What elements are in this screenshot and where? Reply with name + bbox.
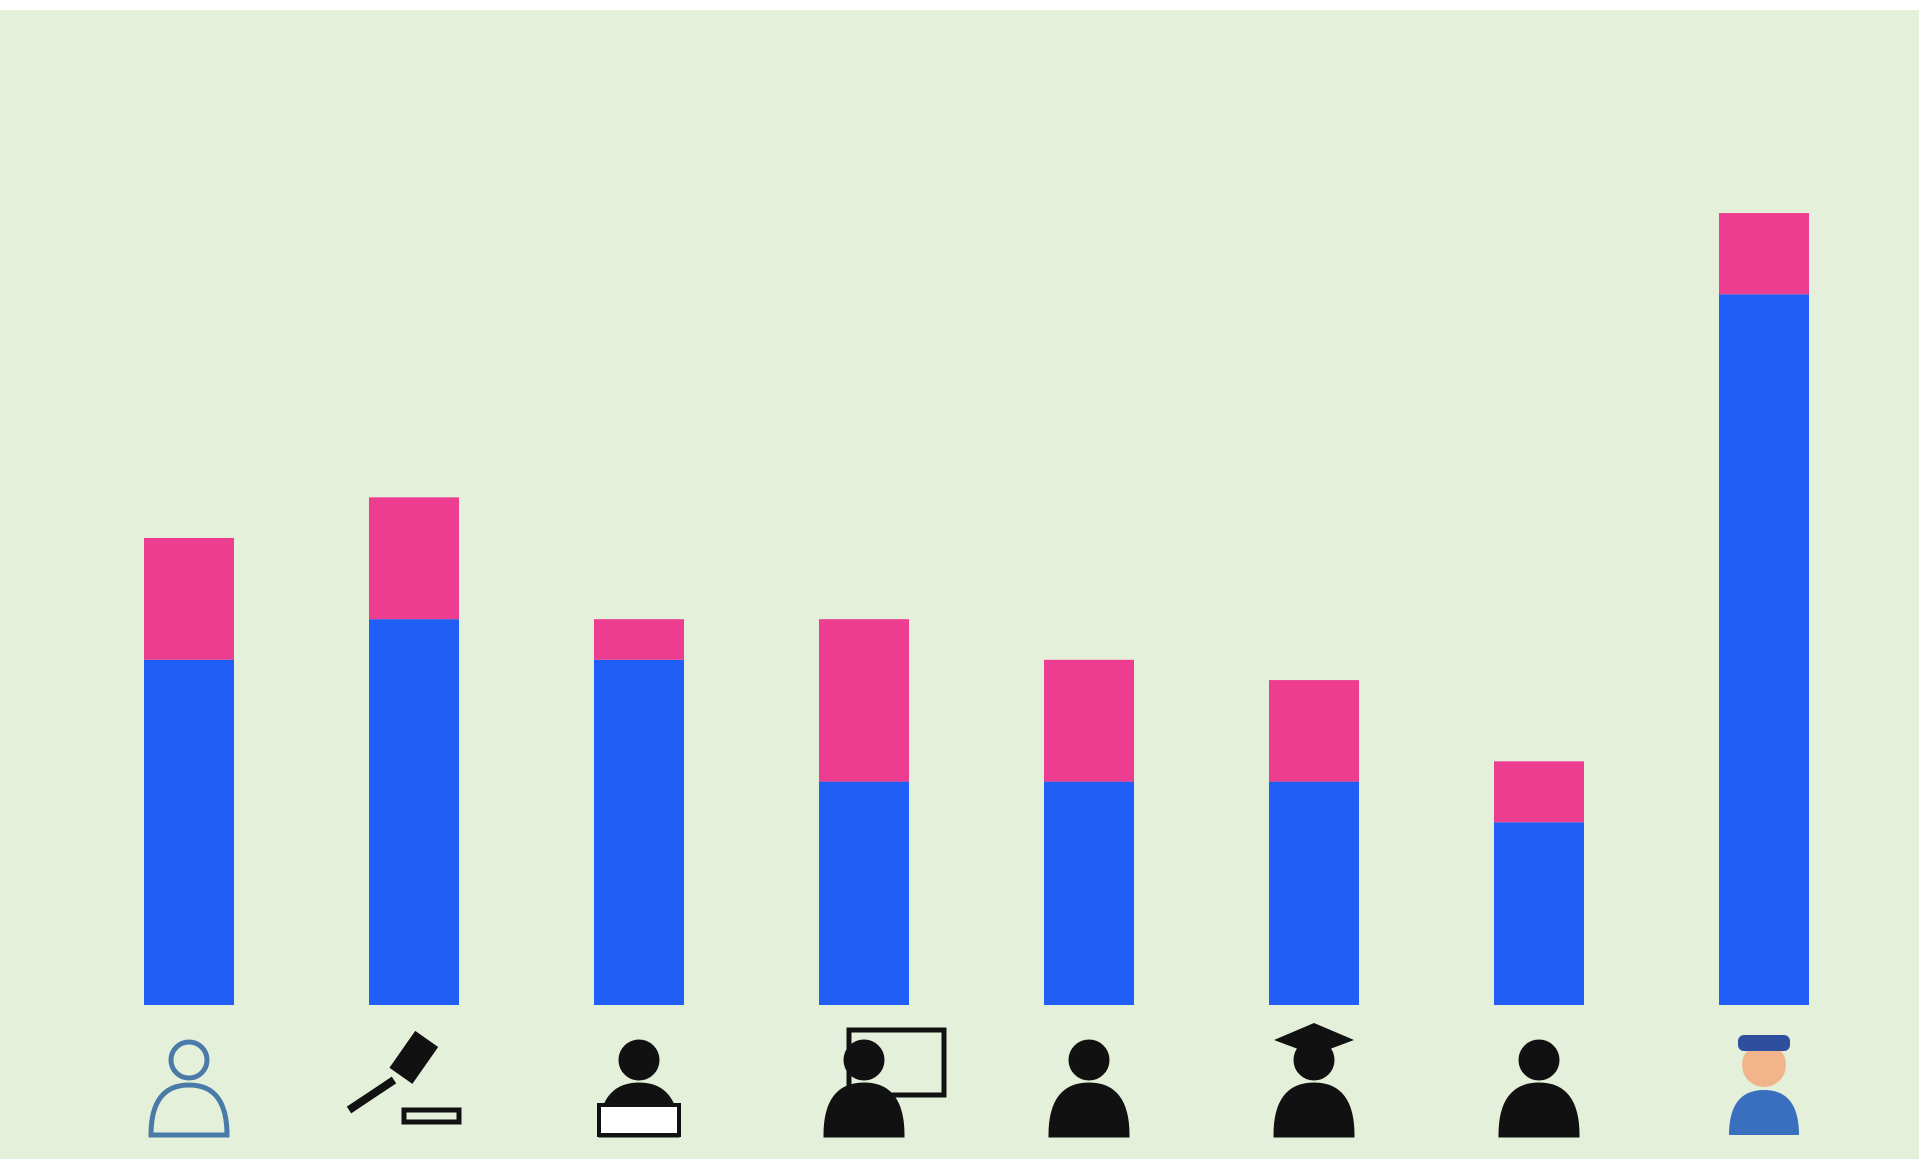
plot-background [0, 10, 1919, 1159]
category-icon [346, 1030, 462, 1125]
icon-shape [389, 1030, 439, 1084]
icon-shape [1738, 1035, 1790, 1051]
category-icon [1273, 1023, 1355, 1138]
bar-segment [1044, 781, 1134, 1005]
bar-segment [1494, 822, 1584, 1005]
icon-shape [597, 1103, 681, 1137]
bar-segment [819, 781, 909, 1005]
bar-segment [144, 537, 234, 660]
bar-segment [1719, 294, 1809, 1005]
icon-shape [148, 1082, 230, 1138]
icon-shape [618, 1039, 660, 1081]
icon-shape [843, 1039, 885, 1081]
bar-segment [1269, 680, 1359, 782]
icon-shape [1068, 1039, 1110, 1081]
bar-segment [369, 619, 459, 1005]
icon-shape [1274, 1023, 1354, 1055]
bar-segment [594, 619, 684, 660]
bar-segment [594, 659, 684, 1005]
category-icon [1498, 1039, 1580, 1138]
bar-segment [1494, 761, 1584, 823]
icon-shape [1518, 1039, 1560, 1081]
bar-segment [369, 497, 459, 620]
icon-shape [168, 1039, 210, 1081]
category-icon [597, 1039, 681, 1138]
icon-shape [346, 1076, 397, 1114]
category-icon [1729, 1035, 1799, 1135]
bar-segment [1044, 659, 1134, 782]
icon-shape [1742, 1043, 1786, 1087]
icon-shape [1498, 1082, 1580, 1138]
icon-shape [1273, 1082, 1355, 1138]
category-icon [823, 1027, 947, 1138]
bar-segment [144, 659, 234, 1005]
bar-segment [1269, 781, 1359, 1005]
category-icon [148, 1039, 230, 1138]
category-icon [1048, 1039, 1130, 1138]
bar-segment [819, 619, 909, 782]
icon-shape [1729, 1090, 1799, 1135]
icon-shape [1048, 1082, 1130, 1138]
icon-shape [846, 1027, 947, 1098]
icon-shape [401, 1107, 462, 1125]
bar-segment [1719, 213, 1809, 295]
